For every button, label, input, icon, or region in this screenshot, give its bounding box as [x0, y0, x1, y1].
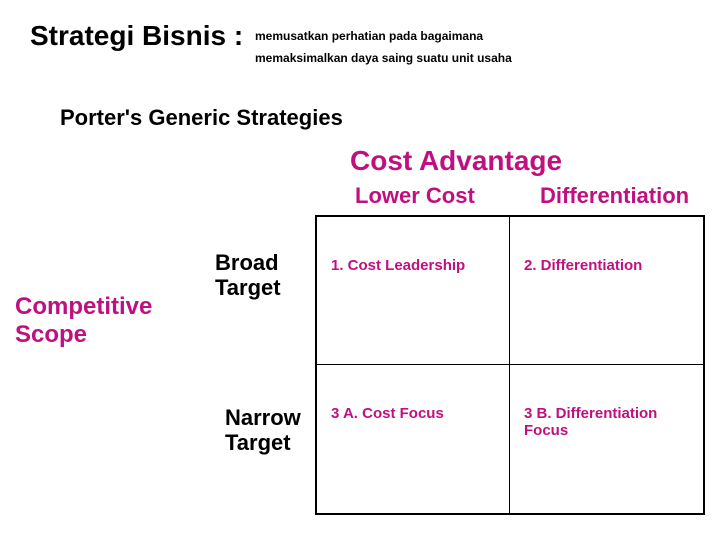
col-header-right: Differentiation	[540, 183, 689, 209]
matrix-row-narrow: 3 A. Cost Focus 3 B. Differentiation Foc…	[317, 365, 703, 513]
left-axis-b: Scope	[15, 321, 152, 349]
row-bottom-a: Narrow	[225, 405, 301, 430]
cell-diff-focus-b: Focus	[524, 422, 693, 439]
matrix-row-broad: 1. Cost Leadership 2. Differentiation	[317, 217, 703, 365]
top-axis-title: Cost Advantage	[350, 145, 562, 177]
strategy-matrix: 1. Cost Leadership 2. Differentiation 3 …	[315, 215, 705, 515]
main-title: Strategi Bisnis :	[30, 20, 243, 52]
left-axis-title: Competitive Scope	[15, 293, 152, 348]
row-top-a: Broad	[215, 250, 281, 275]
subtitle-line2: memaksimalkan daya saing suatu unit usah…	[255, 48, 512, 70]
cell-diff-focus-a: 3 B. Differentiation	[524, 405, 693, 422]
row-bottom-b: Target	[225, 430, 301, 455]
row-label-top: Broad Target	[215, 250, 281, 301]
row-label-bottom: Narrow Target	[225, 405, 301, 456]
row-top-b: Target	[215, 275, 281, 300]
section-heading: Porter's Generic Strategies	[60, 105, 343, 131]
subtitle: memusatkan perhatian pada bagaimana mema…	[255, 26, 512, 69]
cell-diff-focus: 3 B. Differentiation Focus	[510, 365, 703, 513]
cell-differentiation: 2. Differentiation	[510, 217, 703, 364]
cell-cost-focus: 3 A. Cost Focus	[317, 365, 510, 513]
col-header-left: Lower Cost	[355, 183, 475, 209]
subtitle-line1: memusatkan perhatian pada bagaimana	[255, 26, 512, 48]
left-axis-a: Competitive	[15, 293, 152, 321]
cell-cost-leadership: 1. Cost Leadership	[317, 217, 510, 364]
